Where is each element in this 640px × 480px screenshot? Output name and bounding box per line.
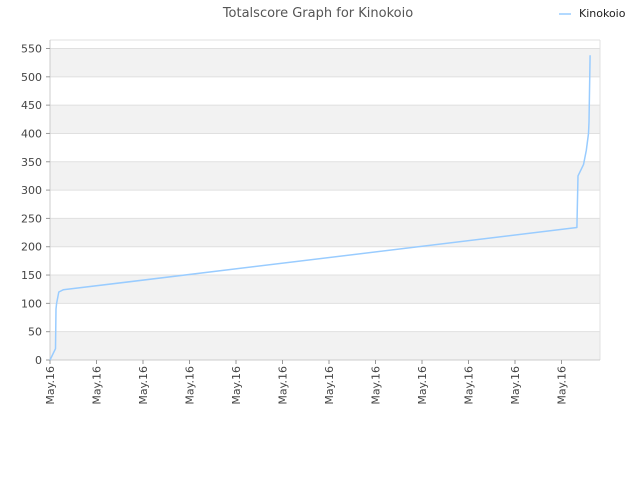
x-tick-label: May.16 [416, 366, 429, 405]
series-layer [49, 55, 591, 361]
y-tick-label: 100 [21, 297, 42, 310]
x-tick-label: May.16 [323, 366, 336, 405]
y-tick-label: 350 [21, 156, 42, 169]
x-tick-label: May.16 [509, 366, 522, 405]
grid-band [50, 105, 600, 134]
x-tick-label: May.16 [556, 366, 569, 405]
x-tick-label: May.16 [230, 366, 243, 405]
y-tick-label: 550 [21, 42, 42, 55]
y-tick-label: 200 [21, 241, 42, 254]
legend: Kinokoio [559, 7, 626, 20]
grid-band [50, 275, 600, 304]
grid-band [50, 190, 600, 219]
grid-bands [50, 40, 600, 360]
grid-band [50, 303, 600, 332]
grid-band [50, 246, 600, 276]
y-tick-label: 50 [28, 326, 42, 339]
chart-title: Totalscore Graph for Kinokoio [222, 6, 413, 21]
y-tick-label: 150 [21, 269, 42, 282]
x-tick-label: May.16 [44, 366, 57, 405]
grid-band [50, 133, 600, 162]
x-axis: May.16 May.16 May.16 May.16 May.16 May.16 May.… [44, 360, 569, 405]
y-tick-label: 450 [21, 99, 42, 112]
x-tick-label: May.16 [91, 366, 104, 405]
y-tick-label: 500 [21, 71, 42, 84]
x-tick-label: May.16 [137, 366, 150, 405]
grid-band [50, 331, 600, 360]
y-tick-label: 300 [21, 184, 42, 197]
y-axis: 0 50 100 150 200 250 300 350 400 450 500 550 [21, 42, 50, 367]
x-tick-label: May.16 [370, 366, 383, 405]
grid-band [50, 40, 600, 49]
x-tick-label: May.16 [463, 366, 476, 405]
grid-band [50, 218, 600, 247]
grid-band [50, 161, 600, 191]
legend-label-kinokoio: Kinokoio [579, 7, 626, 20]
grid-band [50, 76, 600, 106]
grid-band [50, 48, 600, 77]
x-tick-label: May.16 [184, 366, 197, 405]
y-tick-label: 400 [21, 127, 42, 140]
y-tick-label: 0 [35, 354, 42, 367]
x-tick-label: May.16 [277, 366, 290, 405]
y-gridlines [49, 39, 601, 361]
series-line-kinokoio [49, 55, 591, 361]
y-tick-label: 250 [21, 212, 42, 225]
